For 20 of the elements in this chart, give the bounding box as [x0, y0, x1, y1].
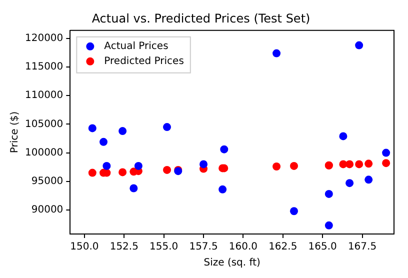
y-tick-label: 115000 [24, 62, 64, 73]
y-tick-label: 100000 [24, 147, 64, 158]
x-tick-label: 167.5 [348, 242, 377, 253]
y-tick-label: 90000 [31, 204, 64, 216]
legend-label: Actual Prices [104, 40, 168, 52]
x-tick-label: 152.5 [110, 242, 138, 253]
y-tick-label: 95000 [31, 176, 64, 187]
legend-label: Predicted Prices [104, 56, 184, 67]
y-tick-label: 105000 [24, 118, 64, 130]
x-tick-label: 157.5 [189, 242, 218, 253]
y-tick-label: 110000 [24, 90, 64, 102]
y-axis-title: Price ($) [10, 111, 21, 154]
x-tick-label: 155.0 [150, 242, 178, 253]
x-tick-label: 165.0 [308, 242, 337, 253]
x-tick-label: 150.0 [70, 242, 99, 253]
chart-title: Actual vs. Predicted Prices (Test Set) [92, 11, 310, 26]
x-axis-title: Size (sq. ft) [204, 258, 261, 269]
x-tick-label: 160.0 [228, 242, 258, 253]
x-tick-label: 162.5 [268, 242, 298, 253]
y-tick-label: 120000 [24, 33, 64, 44]
